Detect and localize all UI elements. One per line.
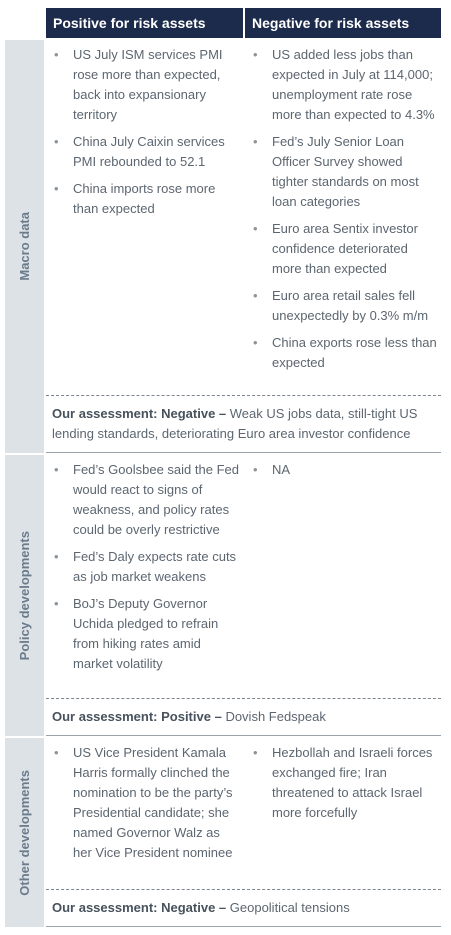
bullet-item: Hezbollah and Israeli forces exchanged f… (245, 743, 441, 823)
assessment-label: Our assessment: Negative – (52, 900, 227, 915)
bullet-item: US added less jobs than expected in July… (245, 45, 441, 125)
bullet-list: US Vice President Kamala Harris formally… (46, 743, 243, 863)
assessment-text: Geopolitical tensions (229, 900, 350, 915)
section-columns: Fed’s Goolsbee said the Fed would react … (46, 455, 441, 698)
section-row: Macro data US July ISM services PMI rose … (5, 40, 441, 453)
assessment: Our assessment: Positive – Dovish Fedspe… (46, 698, 441, 735)
bullet-item: China exports rose less than expected (245, 333, 441, 373)
assessment: Our assessment: Negative – Weak US jobs … (46, 395, 441, 452)
bullet-item: NA (245, 460, 441, 480)
section-columns: US Vice President Kamala Harris formally… (46, 738, 441, 889)
section-body: US Vice President Kamala Harris formally… (46, 738, 441, 927)
bullet-list: Hezbollah and Israeli forces exchanged f… (245, 743, 441, 823)
section-row: Other developments US Vice President Kama… (5, 738, 441, 927)
bullet-item: Euro area Sentix investor confidence det… (245, 219, 441, 279)
section-columns: US July ISM services PMI rose more than … (46, 40, 441, 395)
bullet-list: US July ISM services PMI rose more than … (46, 45, 243, 219)
section-body: Fed’s Goolsbee said the Fed would react … (46, 455, 441, 736)
bullet-item: Fed’s July Senior Loan Officer Survey sh… (245, 132, 441, 212)
header-cell: Negative for risk assets (245, 8, 441, 38)
bullet-item: BoJ’s Deputy Governor Uchida pledged to … (46, 594, 243, 674)
bullet-list: Fed’s Goolsbee said the Fed would react … (46, 460, 243, 674)
assessment: Our assessment: Negative – Geopolitical … (46, 889, 441, 926)
bullet-item: US July ISM services PMI rose more than … (46, 45, 243, 125)
section-body: US July ISM services PMI rose more than … (46, 40, 441, 453)
header-cell: Positive for risk assets (46, 8, 243, 38)
header-row: Positive for risk assets Negative for ri… (46, 8, 441, 38)
bullet-item: China imports rose more than expected (46, 179, 243, 219)
section-row: Policy developments Fed’s Goolsbee said t… (5, 455, 441, 736)
section-label: Macro data (17, 212, 32, 281)
section-label: Other developments (17, 769, 32, 896)
bullet-item: China July Caixin services PMI rebounded… (46, 132, 243, 172)
assessment-label: Our assessment: Negative – (52, 406, 227, 421)
negative-column: NA (245, 460, 441, 698)
positive-column: US Vice President Kamala Harris formally… (46, 743, 243, 889)
negative-column: Hezbollah and Israeli forces exchanged f… (245, 743, 441, 889)
assessment-text: Weak US jobs data, still-tight US lendin… (52, 406, 418, 441)
bullet-list: US added less jobs than expected in July… (245, 45, 441, 373)
positive-column: Fed’s Goolsbee said the Fed would react … (46, 460, 243, 698)
bullet-item: US Vice President Kamala Harris formally… (46, 743, 243, 863)
bullet-item: Fed’s Daly expects rate cuts as job mark… (46, 547, 243, 587)
assessment-text: Dovish Fedspeak (225, 709, 326, 724)
bullet-item: Euro area retail sales fell unexpectedly… (245, 286, 441, 326)
bullet-list: NA (245, 460, 441, 480)
section-label-cell: Other developments (5, 738, 44, 927)
assessment-label: Our assessment: Positive – (52, 709, 222, 724)
table: Positive for risk assets Negative for ri… (5, 8, 441, 927)
negative-column: US added less jobs than expected in July… (245, 45, 441, 395)
bullet-item: Fed’s Goolsbee said the Fed would react … (46, 460, 243, 540)
section-label-cell: Macro data (5, 40, 44, 453)
section-label: Policy developments (17, 530, 32, 661)
section-label-cell: Policy developments (5, 455, 44, 736)
positive-column: US July ISM services PMI rose more than … (46, 45, 243, 395)
